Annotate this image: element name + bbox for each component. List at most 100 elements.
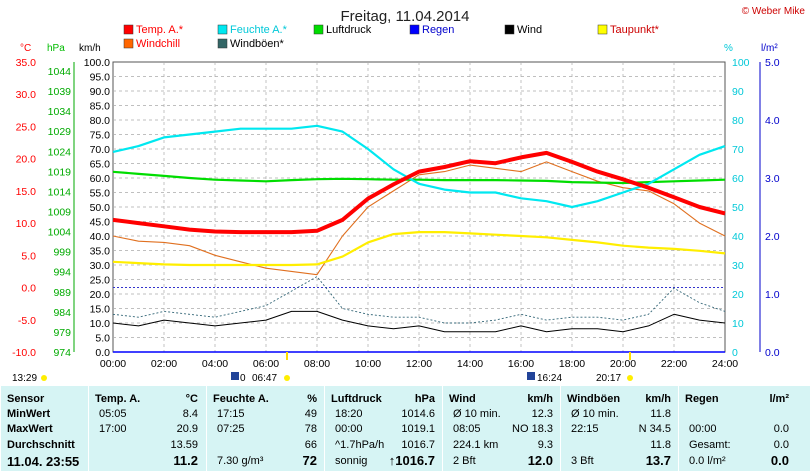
humidity-tick-label: 100 (732, 57, 750, 69)
stats-header-unit-regen: l/m² (769, 393, 789, 405)
stats-background (0, 386, 810, 471)
stats-boen-value: 11.8 (650, 439, 671, 451)
time-tick-label: 14:00 (457, 358, 483, 370)
stats-row-label: 11.04. 23:55 (7, 454, 80, 469)
legend-label: Feuchte A.* (230, 24, 288, 36)
temp-tick-label: 30.0 (16, 89, 37, 101)
wind-tick-label: 100.0 (84, 57, 110, 69)
stats-feuchte-value: 49 (304, 408, 317, 420)
chart-series (112, 124, 726, 353)
legend-swatch (409, 24, 420, 35)
temp-tick-label: 20.0 (16, 154, 37, 166)
time-tick-label: 16:00 (508, 358, 534, 370)
time-tick-label: 04:00 (202, 358, 228, 370)
time-tick-label: 20:00 (610, 358, 636, 370)
stats-regen-value: 0.0 (773, 423, 789, 435)
moon-icon (231, 372, 239, 380)
legend-label: Wind (517, 24, 542, 36)
stats-regen-sub: Gesamt: (689, 439, 731, 451)
sunrise-time: 06:47 (252, 373, 277, 384)
legend: Temp. A.* Feuchte A.* Luftdruck Regen Wind Ta… (123, 24, 660, 50)
sunrise-marker (286, 352, 288, 360)
legend-swatch (504, 24, 515, 35)
humidity-tick-label: 90 (732, 86, 744, 98)
time-tick-label: 00:00 (100, 358, 126, 370)
time-tick-label: 06:00 (253, 358, 279, 370)
chart-title: Freitag, 11.04.2014 (341, 8, 470, 25)
stats-column-divider (560, 386, 679, 471)
stats-druck-value: 1014.6 (401, 408, 435, 420)
moonset-icon (527, 372, 535, 380)
temp-tick-label: 10.0 (16, 218, 37, 230)
pressure-tick-label: 1039 (48, 86, 72, 98)
stats-feuchte-sub: 7.30 g/m³ (217, 455, 264, 467)
humidity-tick-label: 20 (732, 289, 744, 301)
rain-tick-label: 1.0 (765, 289, 780, 301)
sun-moon-bar: 13:29 0 06:47 16:24 20:17 (12, 352, 633, 384)
stats-wind-value: 12.0 (527, 453, 553, 468)
stats-temp-sub: 17:00 (99, 423, 127, 435)
humidity-unit-label: % (724, 43, 733, 54)
rain-unit-label: l/m² (761, 43, 778, 54)
temp-tick-label: 15.0 (16, 186, 37, 198)
sunset-time: 20:17 (596, 373, 621, 384)
rain-tick-label: 5.0 (765, 57, 780, 69)
stats-druck-value: 1016.7 (401, 439, 435, 451)
rain-tick-label: 0.0 (765, 347, 780, 359)
time-tick-label: 02:00 (151, 358, 177, 370)
stats-column-divider (678, 386, 797, 471)
wind-tick-label: 30.0 (90, 260, 111, 272)
moon-left-label: 0 (240, 373, 246, 384)
wind-tick-label: 5.0 (95, 333, 110, 345)
sunset-icon (627, 375, 633, 381)
pressure-tick-label: 974 (53, 347, 71, 359)
wind-tick-label: 80.0 (90, 115, 111, 127)
legend-label: Regen (422, 24, 454, 36)
stats-feuchte-value: 78 (304, 423, 317, 435)
temp-tick-label: -5.0 (18, 315, 36, 327)
temp-tick-label: 0.0 (21, 283, 36, 295)
stats-druck-sub: ^1.7hPa/h (335, 439, 385, 451)
wind-unit-label: km/h (79, 43, 101, 54)
stats-row-label: Durchschnitt (7, 439, 75, 451)
stats-header-sensor: Sensor (7, 393, 45, 405)
stats-boen-value: 13.7 (645, 453, 671, 468)
humidity-tick-label: 80 (732, 115, 744, 127)
stats-row-label: MaxWert (7, 423, 53, 435)
legend-swatch (217, 38, 228, 49)
stats-druck-value: 1019.1 (401, 423, 435, 435)
wind-tick-label: 90.0 (90, 86, 111, 98)
stats-wind-sub: 224.1 km (453, 439, 499, 451)
legend-swatch (217, 24, 228, 35)
stats-feuchte-sub: 17:15 (217, 408, 245, 420)
wind-tick-label: 50.0 (90, 202, 111, 214)
stats-header-temp: Temp. A. (95, 393, 141, 405)
legend-label: Taupunkt* (610, 24, 660, 36)
stats-temp-sub: 05:05 (99, 408, 127, 420)
pressure-tick-label: 1029 (48, 126, 72, 138)
wind-tick-label: 45.0 (90, 217, 111, 229)
wind-tick-label: 85.0 (90, 101, 111, 113)
wind-tick-label: 60.0 (90, 173, 111, 185)
stats-druck-sub: 00:00 (335, 423, 363, 435)
stats-temp-value: 11.2 (173, 453, 198, 468)
stats-temp-value: 20.9 (176, 423, 198, 435)
stats-header-regen: Regen (685, 393, 719, 405)
pressure-tick-label: 1014 (48, 186, 72, 198)
sunrise-icon (284, 375, 290, 381)
stats-header-feuchte: Feuchte A. (213, 393, 269, 405)
stats-column-divider (88, 386, 207, 471)
pressure-tick-label: 1024 (48, 146, 72, 158)
stats-row-label: MinWert (7, 408, 51, 420)
time-tick-label: 22:00 (661, 358, 687, 370)
wind-tick-label: 25.0 (90, 275, 111, 287)
temp-tick-label: 5.0 (21, 250, 36, 262)
stats-druck-sub: sonnig (335, 455, 368, 467)
stats-regen-sub: 00:00 (689, 423, 717, 435)
time-tick-label: 12:00 (406, 358, 432, 370)
stats-column-divider (324, 386, 443, 471)
wind-tick-label: 75.0 (90, 130, 111, 142)
stats-header-unit-temp: °C (185, 393, 198, 405)
stats-boen-sub: 3 Bft (571, 455, 594, 467)
legend-label: Windchill (136, 38, 180, 50)
